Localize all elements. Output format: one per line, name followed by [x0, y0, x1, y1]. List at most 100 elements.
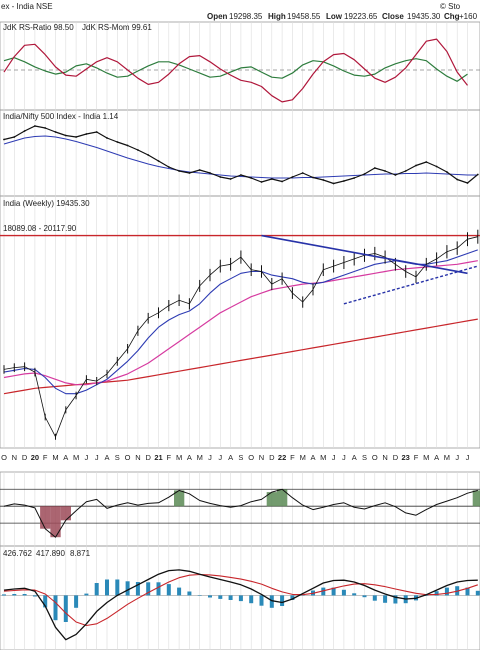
- macd-hist-bar-8: [84, 593, 89, 596]
- x-tick-label-31: M: [320, 453, 326, 462]
- relative-ratio-point-5: [54, 131, 57, 133]
- x-tick-label-33: J: [342, 453, 346, 462]
- macd-hist-bar-17: [177, 587, 182, 596]
- x-tick-label-6: A: [63, 453, 68, 462]
- macd-hist-bar-20: [208, 595, 212, 598]
- x-tick-label-34: A: [352, 453, 357, 462]
- x-tick-label-17: M: [176, 453, 182, 462]
- relative-ratio-point-8: [85, 133, 88, 135]
- macd-hist-bar-43: [444, 587, 449, 596]
- hist-legend: 8.871: [70, 549, 91, 558]
- chart-title: ex - India NSE: [1, 2, 53, 11]
- close-value: 19435.30: [407, 12, 441, 21]
- macd-hist-bar-0: [2, 594, 6, 596]
- jdk-ratio-legend: JdK RS-Ratio 98.50: [3, 23, 74, 32]
- x-tick-label-10: A: [104, 453, 109, 462]
- relative-ratio-point-10: [106, 137, 108, 139]
- macd-hist-bar-36: [372, 595, 377, 601]
- chg-label: Chg: [444, 12, 460, 21]
- macd-hist-bar-2: [22, 594, 27, 596]
- x-tick-label-41: M: [423, 453, 429, 462]
- relative-ratio-point-6: [64, 134, 67, 137]
- relative-ratio-point-36: [373, 167, 376, 169]
- oscillator-fill-5: [50, 506, 61, 538]
- macd-hist-bar-42: [434, 591, 439, 596]
- x-tick-label-37: N: [382, 453, 387, 462]
- oscillator-fill-4: [40, 506, 51, 529]
- macd-hist-bar-19: [197, 595, 202, 596]
- watermark: © Sto: [440, 2, 461, 11]
- x-tick-label-12: O: [125, 453, 131, 462]
- series-layer: [0, 38, 480, 641]
- macd-hist-bar-7: [74, 595, 79, 608]
- falling-trendline: [261, 234, 468, 275]
- high-value: 19458.55: [287, 12, 321, 21]
- x-tick-label-5: M: [52, 453, 58, 462]
- relative-ratio-point-29: [301, 172, 304, 174]
- price-legend: India (Weekly) 19435.30: [3, 199, 90, 208]
- relative-ratio-point-12: [126, 144, 129, 147]
- signal-legend: 417.890: [36, 549, 65, 558]
- x-tick-label-45: J: [466, 453, 470, 462]
- macd-hist-bar-31: [321, 587, 326, 596]
- macd-hist-bar-32: [331, 587, 336, 596]
- macd-hist-bar-46: [475, 590, 480, 596]
- relative-ratio-point-38: [394, 174, 397, 176]
- relative-ratio-point-22: [229, 178, 232, 180]
- relative-ratio-point-41: [425, 161, 428, 163]
- x-tick-label-27: 22: [278, 453, 286, 462]
- x-tick-label-32: J: [332, 453, 336, 462]
- x-tick-label-15: 21: [154, 453, 162, 462]
- relative-ratio-point-45: [466, 182, 469, 184]
- x-tick-label-20: J: [208, 453, 212, 462]
- macd-hist-bar-34: [352, 593, 357, 596]
- x-tick-label-7: M: [73, 453, 79, 462]
- macd-hist-bar-18: [187, 591, 192, 596]
- oscillator-panel: [0, 471, 480, 547]
- macd-hist-bar-35: [362, 595, 367, 598]
- jdk-mom-legend: JdK RS-Mom 99.61: [82, 23, 152, 32]
- relative-ratio-point-24: [250, 177, 253, 179]
- relative-ratio-point-28: [291, 176, 294, 178]
- relative-ratio-point-37: [384, 170, 386, 172]
- x-tick-label-13: N: [135, 453, 140, 462]
- relative-ratio-point-17: [178, 170, 181, 172]
- price-panel: [0, 195, 480, 449]
- chg-value: +160: [459, 12, 478, 21]
- relative-ratio-point-31: [322, 179, 325, 181]
- x-tick-label-3: 20: [31, 453, 39, 462]
- x-tick-label-29: M: [300, 453, 306, 462]
- macd-hist-bar-33: [341, 589, 346, 596]
- low-label: Low: [326, 12, 343, 21]
- macd-hist-bar-25: [259, 595, 264, 606]
- x-tick-label-8: J: [85, 453, 89, 462]
- oscillator-line: [3, 488, 478, 538]
- relative-ratio-point-32: [332, 182, 335, 185]
- macd-line: [3, 569, 478, 641]
- x-tick-label-11: S: [115, 453, 120, 462]
- relative-ratio-point-20: [209, 172, 211, 174]
- relative-ratio-point-11: [116, 141, 119, 143]
- relative-panel: [0, 109, 480, 197]
- macd-hist-bar-9: [94, 583, 99, 596]
- x-tick-label-35: S: [362, 453, 367, 462]
- macd-hist-bar-23: [238, 595, 243, 602]
- x-tick-label-18: A: [187, 453, 192, 462]
- x-tick-label-30: A: [310, 453, 315, 462]
- relative-ratio-point-21: [219, 176, 222, 178]
- relative-ratio-point-3: [34, 125, 36, 127]
- x-tick-label-28: F: [290, 453, 295, 462]
- oscillator-fill-27: [277, 489, 288, 507]
- high-label: High: [268, 12, 286, 21]
- relative-ratio-point-23: [240, 174, 242, 176]
- x-tick-label-9: J: [95, 453, 99, 462]
- relative-ratio-point-40: [415, 164, 417, 167]
- macd-hist-bar-5: [53, 595, 58, 621]
- x-tick-label-38: D: [393, 453, 399, 462]
- x-tick-label-0: O: [1, 453, 7, 462]
- x-tick-label-19: M: [197, 453, 203, 462]
- panel-frames: [0, 21, 480, 650]
- relative-ratio-point-46: [476, 173, 479, 176]
- relative-ratio-point-4: [44, 127, 47, 129]
